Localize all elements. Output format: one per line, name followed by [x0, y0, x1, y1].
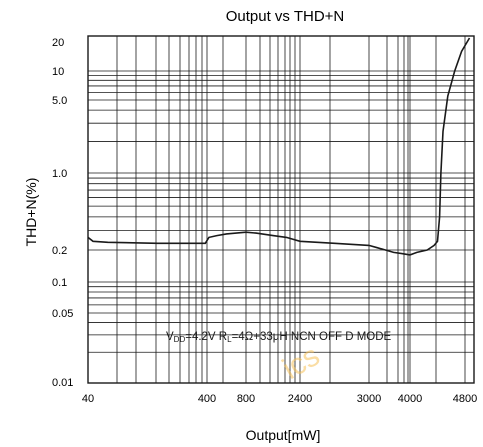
x-tick-label: 400 — [198, 393, 216, 405]
x-tick-label: 4800 — [453, 393, 477, 405]
rl-subscript: L — [227, 335, 232, 344]
plot-frame — [87, 35, 475, 384]
vdd-subscript: DD — [174, 335, 186, 344]
watermark: ics — [277, 339, 325, 386]
y-tick-label: 5.0 — [52, 95, 67, 107]
y-tick-label: 1.0 — [52, 168, 67, 180]
chart-title: Output vs THD+N — [226, 8, 345, 25]
series-line — [87, 37, 471, 256]
x-tick-label: 800 — [237, 393, 255, 405]
x-tick-label: 3000 — [357, 393, 381, 405]
x-tick-label: 2400 — [288, 393, 312, 405]
y-tick-label: 10 — [52, 66, 64, 78]
condition-annotation: VDD=4.2V RL=4Ω+33μH NCN OFF D MODE — [166, 331, 392, 344]
y-tick-label: 0.01 — [52, 377, 73, 389]
x-tick-label: 40 — [82, 393, 94, 405]
x-tick-label: 4000 — [398, 393, 422, 405]
y-tick-labels: 20 10 5.0 1.0 0.2 0.1 0.05 0.01 — [52, 37, 73, 389]
y-tick-label: 0.05 — [52, 308, 73, 320]
x-tick-labels: 40 400 800 2400 3000 4000 4800 — [82, 393, 477, 405]
y-tick-label: 0.2 — [52, 245, 67, 257]
vdd-text: =4.2V R — [185, 331, 227, 343]
y-axis-label: THD+N(%) — [23, 178, 39, 247]
x-axis-label: Output[mW] — [246, 427, 321, 443]
y-tick-label: 0.1 — [52, 277, 67, 289]
y-tick-label: 20 — [52, 37, 64, 49]
rl-text: =4Ω+33μH NCN OFF D MODE — [232, 331, 392, 343]
plot-grid — [88, 36, 474, 383]
